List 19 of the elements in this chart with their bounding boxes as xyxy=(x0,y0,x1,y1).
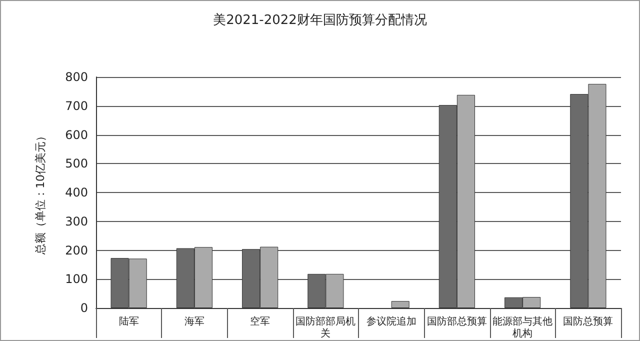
chart-title: 美2021-2022财年国防预算分配情况 xyxy=(213,12,427,28)
x-tick-label: 空军 xyxy=(250,316,270,328)
y-axis-title: 总额（单位：10亿美元） xyxy=(34,130,47,256)
x-tick-label: 陆军 xyxy=(118,316,139,328)
x-tick-label: 国防部部局机关 xyxy=(296,316,356,340)
y-tick-label: 400 xyxy=(65,186,88,200)
y-tick-label: 700 xyxy=(65,98,88,113)
x-tick-label: 国防部总预算 xyxy=(426,316,487,328)
y-tick-label: 200 xyxy=(65,243,88,258)
y-tick-label: 800 xyxy=(65,70,88,84)
y-tick-label: 300 xyxy=(65,214,88,228)
x-tick-label: 国防总预算 xyxy=(563,316,614,328)
x-tick-label: 海军 xyxy=(184,316,204,328)
x-tick-label: 能源部与其他机构 xyxy=(492,316,553,340)
y-tick-label: 100 xyxy=(65,272,88,286)
y-tick-label: 0 xyxy=(80,301,88,315)
y-tick-label: 600 xyxy=(65,128,88,142)
x-tick-label: 参议院追加 xyxy=(366,316,416,328)
y-tick-label: 500 xyxy=(65,156,88,171)
